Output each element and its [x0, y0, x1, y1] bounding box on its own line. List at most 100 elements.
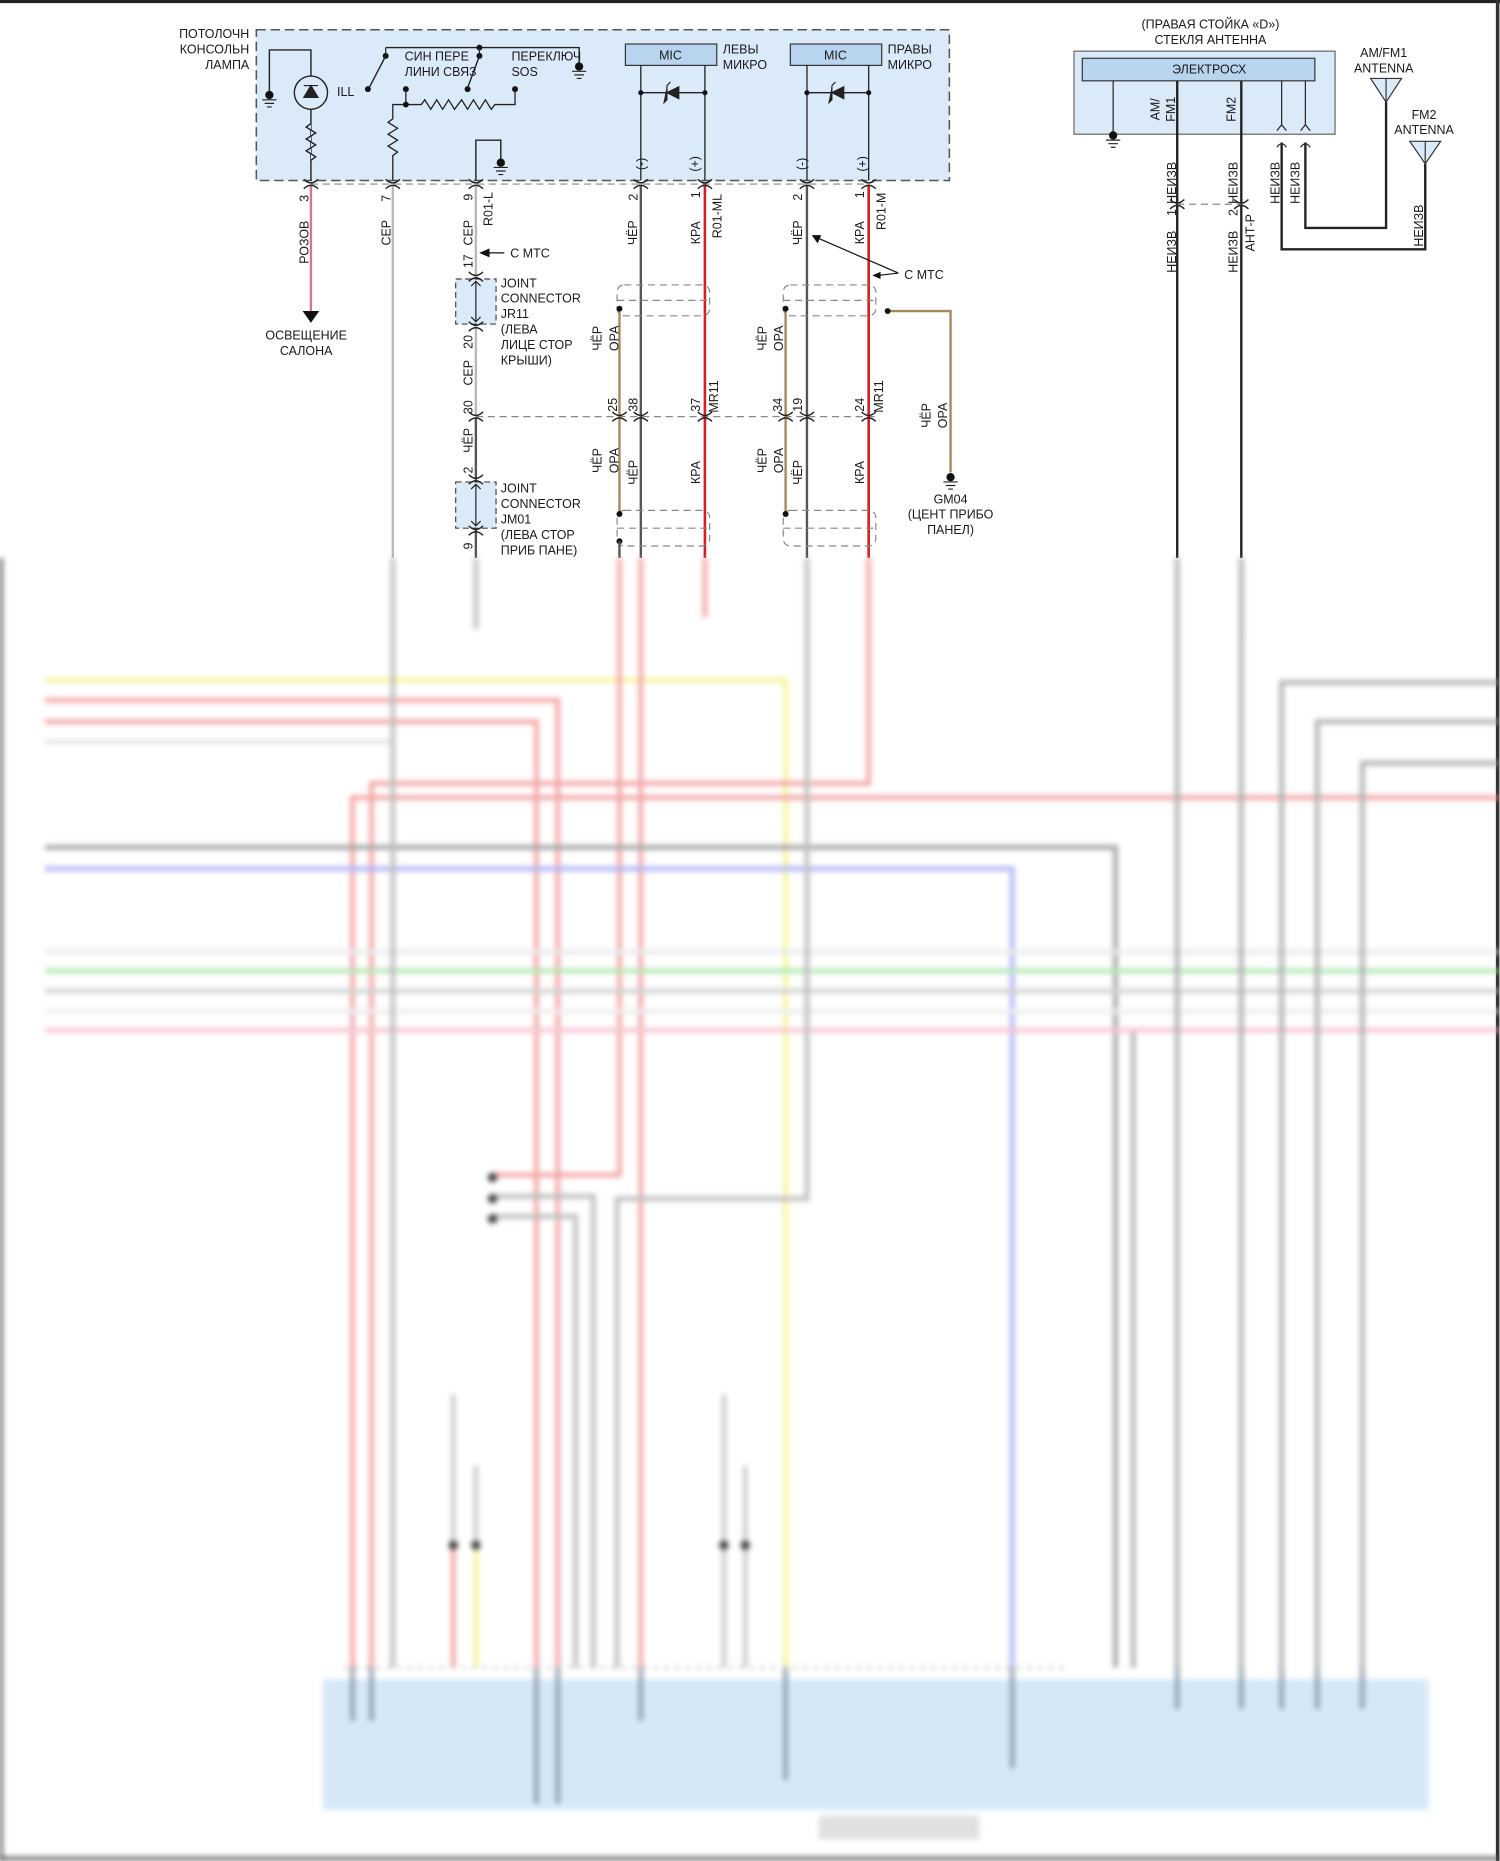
- mic-left-minus: (-): [635, 158, 649, 170]
- pin-label: 25: [606, 398, 620, 412]
- pin-label: 1: [689, 191, 703, 198]
- pin-label: 1: [853, 191, 867, 198]
- pin-label: 9: [461, 542, 475, 549]
- ground-label: (ЦЕНТ ПРИБО: [908, 508, 994, 522]
- wire-color-label: ЧЁР: [591, 326, 605, 351]
- ground-icon: [943, 481, 958, 490]
- connector-icon: [468, 525, 484, 536]
- console-title: ПОТОЛОЧН: [179, 27, 249, 41]
- switch-comm-label: ЛИНИ СВЯЗ: [405, 65, 477, 79]
- switch-comm-label: СИН ПЕРЕ: [405, 50, 469, 64]
- wire-color-label: РОЗОВ: [298, 221, 312, 264]
- switch-sos-label: SOS: [511, 65, 537, 79]
- connector-icon: [303, 178, 319, 190]
- joint-label: JM01: [501, 512, 532, 526]
- connector-icon: [799, 411, 815, 422]
- ground-icon: [262, 99, 277, 108]
- arrow-down-icon: [302, 311, 320, 323]
- connector-icon: [468, 321, 484, 332]
- pin-label: 3: [298, 195, 312, 202]
- circuit-label: MR11: [872, 380, 886, 412]
- zener-diode-icon: [662, 81, 680, 104]
- mic-right: MIC ПРАВЫ МИКРО (-) (+): [789, 43, 932, 181]
- pin-label: 37: [689, 398, 703, 412]
- wire-color-label: СЕР: [379, 220, 393, 246]
- pin-label: 30: [461, 400, 475, 414]
- connector-icon: [697, 178, 713, 190]
- antenna-title: (ПРАВАЯ СТОЙКА «D»): [1142, 17, 1280, 32]
- wire-color-label: ОРА: [607, 325, 621, 351]
- ill-label: ILL: [337, 85, 354, 99]
- connector-icon: [633, 411, 649, 422]
- joint-label: (ЛЕВА: [501, 323, 539, 337]
- fm2-antenna-icon: [1408, 140, 1442, 165]
- pin-label: 17: [461, 254, 475, 268]
- wire-yellow: [45, 677, 788, 1668]
- wire-color-label: НЕИЗВ: [1165, 231, 1179, 273]
- wire-color-label: ЧЁР: [756, 448, 770, 473]
- joint-connector-jr11: JOINT CONNECTOR JR11 (ЛЕВА ЛИЦЕ СТОР КРЫ…: [455, 276, 581, 367]
- wire-color-label: СЕР: [461, 220, 475, 246]
- connector-icon: [468, 474, 484, 485]
- wire-color-label: ЧЁР: [919, 403, 933, 428]
- mic-right-plus: (+): [855, 156, 869, 172]
- connector-icon: [633, 178, 649, 190]
- interior-light-label: ОСВЕЩЕНИЕ: [265, 329, 347, 343]
- wire-unknown: [1280, 142, 1427, 251]
- wire-color-label: КРА: [689, 221, 703, 245]
- wire-color-label: НЕИЗВ: [1227, 231, 1241, 273]
- wire-color-label: ЧЁР: [791, 460, 805, 485]
- wire-blue: [45, 866, 1015, 1668]
- joint-label: (ЛЕВА СТОР: [501, 528, 575, 542]
- resistor-icon: [304, 122, 318, 161]
- amfm1-antenna-icon: [1369, 77, 1403, 104]
- connector-icon: [468, 271, 484, 282]
- wire-gray: [1279, 680, 1500, 1668]
- wire-black: [45, 845, 1118, 1668]
- mic-left: MIC ЛЕВЫ МИКРО (-) (+): [624, 43, 768, 181]
- connector-icon: [697, 411, 713, 422]
- joint-label: CONNECTOR: [501, 497, 581, 511]
- wire-color-label: КРА: [853, 221, 867, 245]
- mic-right-minus: (-): [795, 158, 809, 170]
- shield-right: [782, 284, 877, 547]
- ground-icon: [493, 166, 508, 176]
- pin-label: 2: [1227, 209, 1241, 216]
- mic-left-plus: (+): [688, 156, 702, 172]
- wire-color-label: СЕР: [461, 360, 475, 386]
- interior-light-label: САЛОНА: [280, 344, 333, 358]
- circuit-label: R01-L: [481, 192, 495, 226]
- pin-label: 2: [791, 194, 805, 201]
- pin-label: 38: [626, 398, 640, 412]
- wire-color-label: НЕИЗВ: [1268, 162, 1282, 204]
- wire-color-label: НЕИЗВ: [1227, 162, 1241, 204]
- mic-left-label: МИКРО: [723, 58, 768, 72]
- circuit-label: АНТ-Р: [1243, 214, 1257, 251]
- wire-color-label: НЕИЗВ: [1288, 162, 1302, 204]
- wire-color-label: ЧЁР: [626, 460, 640, 485]
- joint-label: ПРИБ ПАНЕ): [501, 543, 578, 557]
- switch-sos-icon: [466, 55, 481, 89]
- connector-group: [303, 178, 1249, 536]
- antenna-label: ANTENNA: [1394, 123, 1454, 137]
- connector-icon: [777, 411, 794, 422]
- wire-red: [45, 719, 539, 1668]
- wire-black: [350, 1667, 1365, 1804]
- from-mtc-label: С МТС: [510, 247, 549, 261]
- connector-icon: [1169, 198, 1185, 210]
- mic-right-label: ПРАВЫ: [888, 43, 932, 57]
- zener-diode-icon: [827, 81, 845, 104]
- joint-label: JOINT: [501, 276, 537, 290]
- pin-label: 2: [461, 467, 475, 474]
- switch-sos-label: ПЕРЕКЛЮЧ: [511, 50, 581, 64]
- ground-icon: [571, 70, 587, 80]
- joint-label: JR11: [501, 307, 529, 321]
- lower-harness-blurred: [45, 557, 1500, 1840]
- wire-color-label: ЧЁР: [626, 220, 640, 245]
- console-title: ЛАМПА: [205, 58, 250, 72]
- glass-antenna-module: (ПРАВАЯ СТОЙКА «D») СТЕКЛЯ АНТЕННА ЭЛЕКТ…: [1073, 17, 1336, 148]
- pin-label: 1: [1165, 209, 1179, 216]
- wire-color-label: ОРА: [772, 325, 786, 351]
- antenna-output-label: AM/: [1148, 98, 1162, 121]
- wire-color-label: ОРА: [607, 447, 621, 473]
